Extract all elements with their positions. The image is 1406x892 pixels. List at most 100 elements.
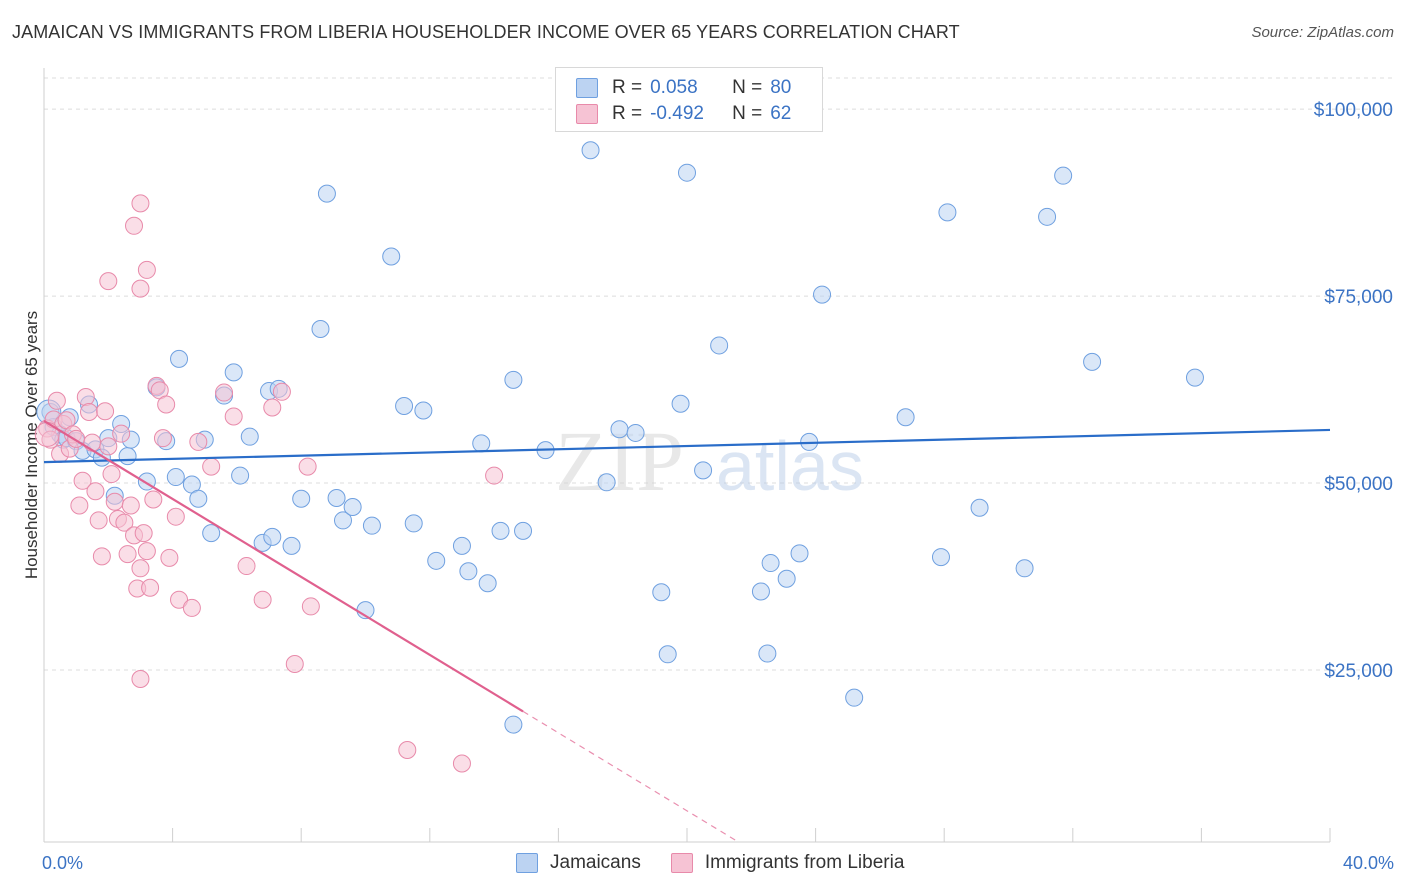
point-liberia — [125, 216, 144, 235]
point-jamaicans — [427, 551, 446, 570]
trend-lines — [43, 420, 1331, 843]
point-jamaicans — [813, 285, 832, 304]
svg-text:atlas: atlas — [716, 427, 864, 505]
point-jamaicans — [224, 363, 243, 382]
point-jamaicans — [170, 349, 189, 368]
source-label: Source: ZipAtlas.com — [1251, 24, 1394, 41]
point-jamaicans — [1185, 368, 1204, 387]
point-jamaicans — [504, 370, 523, 389]
point-liberia — [237, 557, 256, 576]
point-liberia — [224, 407, 243, 426]
legend-label-liberia: Immigrants from Liberia — [704, 852, 905, 873]
point-liberia — [301, 597, 320, 616]
point-liberia — [80, 403, 99, 421]
point-jamaicans — [761, 554, 780, 573]
point-jamaicans — [202, 524, 221, 543]
point-liberia — [137, 260, 156, 279]
point-jamaicans — [311, 319, 330, 338]
point-jamaicans — [504, 715, 523, 734]
point-liberia — [83, 433, 102, 452]
point-jamaicans — [189, 489, 208, 508]
point-jamaicans — [382, 247, 401, 266]
point-liberia — [452, 754, 471, 773]
legend-item-liberia[interactable]: Immigrants from Liberia — [670, 852, 905, 874]
legend-r-label: R = — [612, 103, 643, 124]
correlation-legend: R = 0.058 N = 80 R = -0.492 N = 62 — [555, 67, 823, 132]
point-jamaicans — [404, 514, 423, 533]
point-liberia — [105, 492, 124, 511]
series-legend: Jamaicans Immigrants from Liberia — [516, 852, 934, 874]
point-liberia — [131, 194, 150, 213]
series-liberia-points — [34, 194, 504, 773]
point-liberia — [285, 655, 304, 674]
zipatlas-watermark: ZIP atlas — [555, 413, 864, 509]
point-jamaicans — [118, 447, 137, 466]
trend-line-jamaicans — [43, 428, 1331, 464]
x-tick-label: 0.0% — [42, 853, 83, 873]
point-jamaicans — [652, 583, 671, 602]
trend-line-liberia-extension — [522, 710, 739, 843]
point-liberia — [298, 457, 317, 476]
point-liberia — [131, 279, 150, 298]
y-tick-label: $100,000 — [1314, 100, 1393, 121]
point-jamaicans — [491, 521, 510, 540]
point-jamaicans — [166, 468, 185, 487]
point-liberia — [115, 513, 134, 532]
point-liberia — [189, 432, 208, 451]
legend-r-value: 0.058 — [650, 77, 698, 98]
point-jamaicans — [472, 434, 491, 453]
point-liberia — [141, 578, 160, 597]
point-liberia — [263, 398, 282, 417]
point-jamaicans — [282, 536, 301, 555]
point-jamaicans — [694, 461, 713, 480]
point-liberia — [118, 545, 137, 564]
legend-r-label: R = — [612, 77, 643, 98]
point-liberia — [153, 429, 172, 448]
point-liberia — [89, 511, 108, 530]
y-axis-label: Householder Income Over 65 years — [22, 311, 41, 579]
point-jamaicans — [478, 574, 497, 593]
legend-n-value: 80 — [770, 77, 792, 98]
point-liberia — [102, 465, 121, 484]
point-liberia — [398, 741, 417, 760]
point-jamaicans — [931, 548, 950, 567]
y-tick-label: $75,000 — [1324, 287, 1393, 308]
point-liberia — [99, 272, 118, 291]
point-liberia — [121, 496, 140, 515]
point-jamaicans — [626, 423, 645, 442]
point-liberia — [99, 437, 118, 456]
y-tick-label: $50,000 — [1324, 474, 1393, 495]
point-liberia — [73, 471, 92, 490]
point-liberia — [160, 548, 179, 567]
point-liberia — [96, 402, 115, 421]
point-liberia — [182, 598, 201, 617]
point-jamaicans — [362, 516, 381, 535]
point-jamaicans — [710, 336, 729, 355]
legend-swatch-pink — [670, 853, 693, 873]
chart-title: JAMAICAN VS IMMIGRANTS FROM LIBERIA HOUS… — [12, 22, 960, 42]
legend-swatch-blue — [576, 78, 598, 98]
point-jamaicans — [896, 408, 915, 427]
legend-swatch-blue — [516, 853, 538, 873]
point-jamaicans — [777, 569, 796, 588]
point-jamaicans — [1054, 166, 1073, 185]
point-jamaicans — [597, 473, 616, 492]
point-jamaicans — [790, 544, 809, 563]
point-liberia — [144, 490, 163, 509]
point-liberia — [137, 542, 156, 561]
point-jamaicans — [671, 394, 690, 413]
point-liberia — [253, 590, 272, 609]
point-jamaicans — [581, 141, 600, 160]
point-liberia — [134, 524, 153, 543]
point-liberia — [112, 424, 131, 443]
trend-line-liberia — [43, 420, 524, 713]
point-jamaicans — [758, 644, 777, 663]
point-liberia — [86, 482, 105, 501]
x-tick-labels: 0.0% 40.0% — [42, 853, 1394, 873]
point-jamaicans — [970, 498, 989, 517]
legend-item-jamaicans[interactable]: Jamaicans — [516, 852, 641, 874]
legend-r-value: -0.492 — [650, 103, 704, 124]
point-liberia — [170, 590, 189, 609]
point-jamaicans — [459, 562, 478, 581]
